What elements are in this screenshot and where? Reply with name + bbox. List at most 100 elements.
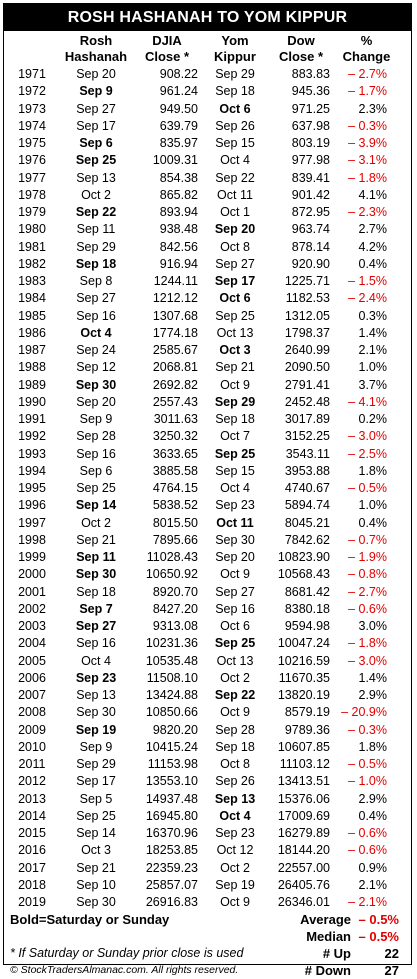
dow-close-cell: 11103.12 — [279, 757, 330, 771]
table-title: ROSH HASHANAH TO YOM KIPPUR — [4, 4, 411, 31]
table-footer: Bold=Saturday or Sunday Average – 0.5% M… — [4, 911, 411, 979]
year-cell: 1995 — [18, 481, 46, 495]
rosh-date-cell: Sep 17 — [76, 118, 116, 133]
djia-close-cell: 639.79 — [159, 118, 198, 133]
table-row: 2008 Sep 30 10850.66 Oct 9 8579.19 – 20.9% — [4, 704, 411, 721]
dow-close-cell: 3152.25 — [284, 429, 330, 444]
yom-date-cell: Oct 6 — [219, 291, 251, 306]
change-cell: 0.2% — [358, 412, 388, 426]
year-cell: 1989 — [18, 377, 46, 392]
rosh-date-cell: Sep 23 — [75, 670, 117, 685]
change-cell: – 1.5% — [348, 274, 387, 288]
rosh-date-cell: Sep 22 — [75, 205, 117, 219]
djia-close-cell: 2557.43 — [152, 394, 198, 409]
change-cell: 3.0% — [358, 619, 388, 633]
change-cell: – 2.4% — [348, 291, 387, 306]
dow-close-cell: 10047.24 — [277, 636, 330, 651]
table-row: 1975 Sep 6 835.97 Sep 15 803.19 – 3.9% — [4, 135, 411, 152]
yom-date-cell: Sep 23 — [215, 498, 255, 513]
header-yom: Yom Kippur — [202, 31, 268, 66]
yom-date-cell: Oct 4 — [220, 481, 250, 495]
yom-date-cell: Sep 29 — [214, 394, 256, 409]
average-value: – 0.5% — [358, 912, 399, 928]
dow-close-cell: 803.19 — [291, 136, 330, 150]
yom-date-cell: Oct 9 — [220, 705, 250, 720]
header-djia-line1: DJIA — [152, 33, 182, 48]
djia-close-cell: 854.38 — [159, 170, 198, 185]
yom-date-cell: Sep 26 — [215, 774, 255, 789]
djia-close-cell: 2585.67 — [152, 343, 198, 357]
table-row: 1998 Sep 21 7895.66 Sep 30 7842.62 – 0.7% — [4, 532, 411, 549]
djia-close-cell: 1307.68 — [152, 308, 198, 323]
yom-date-cell: Sep 13 — [214, 791, 256, 806]
yom-date-cell: Oct 6 — [220, 619, 250, 633]
yom-date-cell: Sep 29 — [215, 67, 255, 81]
change-cell: 4.1% — [358, 187, 388, 202]
rosh-date-cell: Sep 18 — [75, 256, 117, 271]
change-cell: – 3.9% — [348, 136, 387, 150]
table-row: 2009 Sep 19 9820.20 Sep 28 9789.36 – 0.3% — [4, 722, 411, 739]
year-cell: 2007 — [18, 688, 46, 702]
year-cell: 1982 — [18, 256, 46, 271]
dow-close-cell: 883.83 — [291, 67, 330, 81]
year-cell: 2008 — [18, 705, 46, 720]
dow-close-cell: 2640.99 — [284, 343, 330, 357]
djia-close-cell: 938.48 — [159, 222, 198, 237]
table-row: 2010 Sep 9 10415.24 Sep 18 10607.85 1.8% — [4, 739, 411, 756]
rosh-date-cell: Sep 12 — [76, 360, 116, 375]
header-dow-line2: Close * — [278, 49, 324, 64]
year-cell: 1996 — [18, 498, 46, 513]
dow-close-cell: 10216.59 — [277, 653, 330, 668]
djia-close-cell: 3011.63 — [153, 412, 198, 426]
table-row: 1999 Sep 11 11028.43 Sep 20 10823.90 – 1.9% — [4, 549, 411, 566]
dow-close-cell: 5894.74 — [284, 498, 330, 513]
change-cell: 2.7% — [358, 222, 388, 237]
djia-close-cell: 11508.10 — [146, 670, 198, 685]
change-cell: – 3.1% — [348, 153, 387, 168]
dow-close-cell: 4740.67 — [284, 481, 330, 495]
yom-date-cell: Oct 11 — [217, 187, 253, 202]
year-cell: 2004 — [18, 636, 46, 651]
dow-close-cell: 8681.42 — [284, 584, 330, 599]
year-cell: 1976 — [18, 153, 46, 168]
yom-date-cell: Oct 4 — [219, 808, 251, 823]
djia-close-cell: 11153.98 — [147, 757, 198, 771]
header-rosh: Rosh Hashanah — [60, 31, 132, 66]
change-cell: – 0.6% — [348, 843, 387, 858]
djia-close-cell: 13424.88 — [145, 688, 198, 702]
dow-close-cell: 1312.05 — [284, 308, 330, 323]
header-change: % Change — [334, 31, 399, 66]
header-year — [4, 31, 60, 66]
djia-close-cell: 893.94 — [159, 205, 198, 219]
yom-date-cell: Sep 20 — [215, 550, 255, 564]
header-yom-line2: Kippur — [214, 49, 256, 64]
dow-close-cell: 13413.51 — [277, 774, 330, 789]
change-cell: – 2.7% — [348, 584, 387, 599]
header-djia: DJIA Close * — [132, 31, 202, 66]
rosh-date-cell: Sep 30 — [76, 895, 116, 909]
dow-close-cell: 17009.69 — [277, 808, 330, 823]
dow-close-cell: 872.95 — [291, 205, 330, 219]
dow-close-cell: 18144.20 — [277, 843, 330, 858]
rosh-date-cell: Sep 20 — [76, 67, 116, 81]
year-cell: 2002 — [18, 601, 46, 616]
djia-close-cell: 22359.23 — [145, 860, 198, 875]
change-cell: – 20.9% — [341, 705, 387, 720]
yom-date-cell: Oct 7 — [220, 429, 250, 444]
yom-date-cell: Sep 15 — [215, 463, 255, 478]
change-cell: 2.1% — [358, 877, 388, 892]
table-row: 1993 Sep 16 3633.65 Sep 25 3543.11 – 2.5% — [4, 446, 411, 463]
table-row: 2017 Sep 21 22359.23 Oct 2 22557.00 0.9% — [4, 860, 411, 877]
djia-close-cell: 916.94 — [159, 256, 198, 271]
year-cell: 1978 — [18, 187, 46, 202]
rosh-date-cell: Sep 27 — [76, 291, 116, 306]
table-row: 1978 Oct 2 865.82 Oct 11 901.42 4.1% — [4, 187, 411, 204]
table-row: 1980 Sep 11 938.48 Sep 20 963.74 2.7% — [4, 221, 411, 238]
djia-close-cell: 11028.43 — [146, 550, 198, 564]
header-change-line2: Change — [342, 49, 391, 64]
change-cell: 0.3% — [358, 308, 388, 323]
table-row: 1983 Sep 8 1244.11 Sep 17 1225.71 – 1.5% — [4, 273, 411, 290]
year-cell: 2012 — [18, 774, 46, 789]
rosh-date-cell: Sep 17 — [76, 774, 116, 789]
table-row: 2014 Sep 25 16945.80 Oct 4 17009.69 0.4% — [4, 808, 411, 825]
